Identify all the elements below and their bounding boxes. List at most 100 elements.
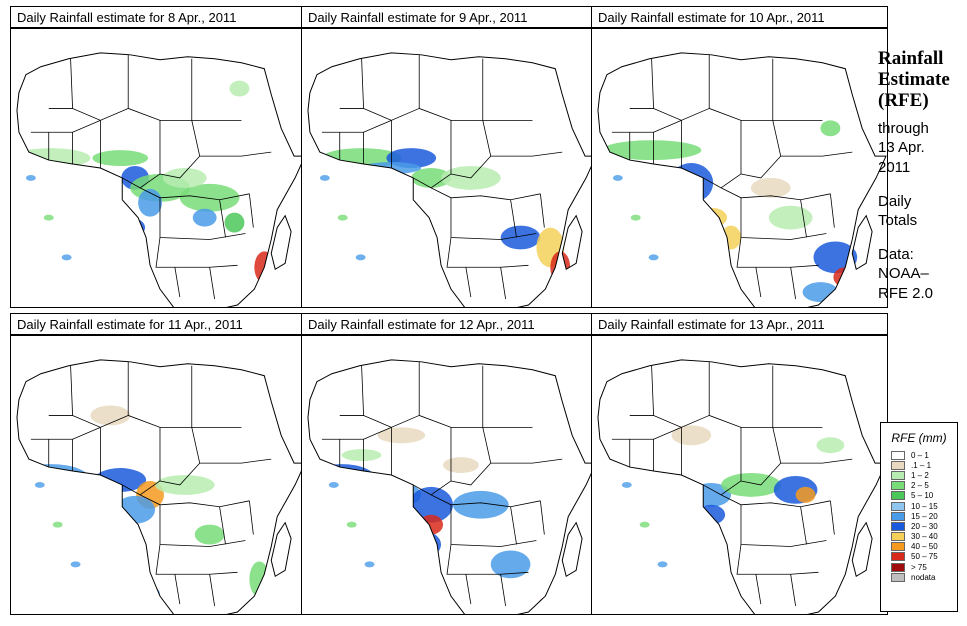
rainfall-area — [98, 231, 123, 264]
madagascar-outline — [270, 521, 292, 578]
panel-title: Daily Rainfall estimate for 8 Apr., 2011 — [10, 6, 307, 28]
legend-label: 50 – 75 — [911, 552, 938, 562]
data-source-line-2: NOAA– — [878, 265, 929, 282]
country-border — [703, 177, 722, 189]
rainfall-area — [671, 182, 696, 203]
country-border — [430, 187, 541, 201]
map-panel-9-apr: Daily Rainfall estimate for 9 Apr., 2011 — [301, 6, 600, 308]
country-border — [539, 500, 545, 535]
legend-swatch — [891, 481, 905, 491]
legend-label: 30 – 40 — [911, 532, 938, 542]
ocean-rainfall-area — [319, 174, 330, 181]
legend-item: 30 – 40 — [891, 532, 957, 542]
country-border — [122, 177, 141, 189]
legend-swatch — [891, 511, 905, 521]
rainfall-area — [266, 273, 283, 302]
legend-label: > 75 — [911, 562, 927, 572]
legend-label: 20 – 30 — [911, 521, 938, 531]
ocean-rainfall-area — [328, 481, 339, 488]
totals-label-line-1: Daily — [878, 193, 912, 210]
legend-label: 40 – 50 — [911, 542, 938, 552]
country-border — [755, 267, 762, 298]
africa-rainfall-map — [301, 335, 598, 615]
rainfall-area — [92, 150, 149, 167]
country-border — [191, 120, 272, 157]
country-border — [772, 427, 853, 464]
country-border — [248, 193, 254, 228]
legend-item: 1 – 2 — [891, 470, 957, 480]
legend-label: 0 – 1 — [911, 450, 929, 460]
africa-rainfall-map — [591, 28, 888, 308]
country-border — [465, 267, 472, 298]
country-border — [740, 504, 827, 547]
country-border — [772, 58, 823, 121]
country-border — [736, 544, 819, 575]
legend-item: 5 – 10 — [891, 491, 957, 501]
rainfall-area — [669, 163, 714, 203]
map-svg — [307, 52, 597, 307]
legend-label: 10 – 15 — [911, 501, 938, 511]
rainfall-area — [377, 427, 426, 444]
country-border — [159, 197, 246, 240]
rainfall-area — [500, 225, 541, 250]
ocean-rainfall-area — [648, 254, 659, 261]
country-border — [755, 574, 762, 605]
madagascar-outline — [270, 214, 292, 271]
rainfall-area — [162, 168, 207, 188]
country-border — [450, 462, 492, 486]
country-border — [191, 365, 242, 428]
legend-label: 2 – 5 — [911, 481, 929, 491]
country-border — [155, 544, 238, 575]
ocean-rainfall-area — [34, 481, 45, 488]
ocean-rainfall-area — [43, 214, 54, 221]
country-border — [418, 361, 483, 428]
country-border — [30, 119, 101, 133]
country-border — [127, 361, 192, 428]
rainfall-area — [601, 140, 702, 161]
legend-label: 5 – 10 — [911, 491, 934, 501]
legend-title: RFE (mm) — [891, 431, 947, 445]
country-border — [174, 267, 181, 298]
country-border — [248, 500, 254, 535]
rainfall-area — [50, 496, 91, 513]
map-svg — [307, 359, 597, 614]
legend-swatch — [891, 532, 905, 542]
ocean-rainfall-area — [612, 174, 623, 181]
rainfall-area — [194, 524, 225, 545]
rainfall-area — [550, 251, 571, 284]
country-border — [790, 267, 797, 300]
rainfall-area — [192, 208, 217, 227]
africa-rainfall-map — [591, 335, 888, 615]
legend-item: 15 – 20 — [891, 511, 957, 521]
country-border — [430, 494, 541, 508]
rainfall-area — [816, 437, 845, 454]
end-date-line-1: 13 Apr. — [878, 139, 925, 156]
country-border — [611, 119, 682, 133]
legend-label: 1 – 2 — [911, 470, 929, 480]
ocean-rainfall-area — [346, 521, 357, 528]
legend-item: 40 – 50 — [891, 542, 957, 552]
country-border — [703, 484, 722, 496]
rainfall-area — [721, 473, 781, 497]
country-border — [720, 494, 831, 508]
country-border — [829, 193, 835, 228]
country-border — [482, 427, 563, 464]
legend-swatch — [891, 450, 905, 460]
ocean-rainfall-area — [621, 481, 632, 488]
ocean-rainfall-area — [70, 561, 81, 568]
country-border — [720, 120, 742, 189]
country-border — [361, 365, 420, 428]
country-border — [446, 237, 529, 268]
rainfall-field — [16, 405, 278, 605]
country-border — [539, 193, 545, 228]
data-source-line-3: RFE 2.0 — [878, 285, 934, 302]
rainfall-area — [341, 449, 382, 462]
rainfall-area — [795, 486, 816, 503]
country-border — [772, 365, 823, 428]
country-border — [127, 54, 192, 121]
legend-item: 0 – 1 — [891, 450, 957, 460]
country-border — [482, 365, 533, 428]
africa-rainfall-map — [10, 335, 307, 615]
